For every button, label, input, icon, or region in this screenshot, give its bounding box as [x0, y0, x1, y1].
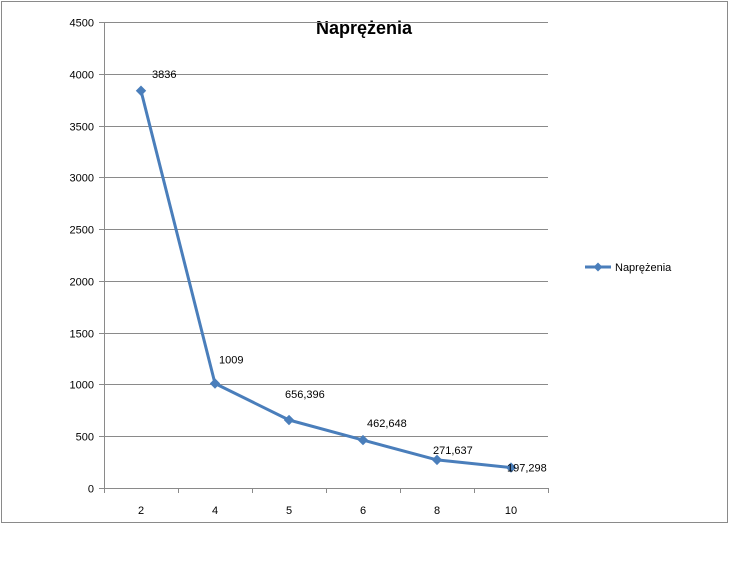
data-point-marker: [357, 434, 369, 446]
y-tick-label: 500: [76, 432, 94, 444]
y-tick-label: 2500: [70, 225, 94, 237]
series-naprezenia: [135, 85, 517, 473]
data-point-marker: [431, 454, 443, 466]
x-tick-label: 4: [212, 505, 218, 517]
data-point-marker: [135, 85, 147, 96]
series-line: [139, 90, 512, 470]
axes: 0 500 1000 1500 2000 2500 3000 3500 4000 4500 2 4 5 6…: [70, 18, 549, 517]
y-tick-label: 3000: [70, 173, 94, 185]
data-label: 3836: [152, 69, 176, 81]
y-tick-label: 1000: [70, 380, 94, 392]
x-tick-label: 5: [286, 505, 292, 517]
y-tick-label: 4000: [70, 70, 94, 82]
data-label: 462,648: [367, 418, 407, 430]
data-label: 1009: [219, 355, 243, 367]
x-tick-label: 2: [138, 505, 144, 517]
x-tick-label: 10: [505, 505, 517, 517]
legend-label: Naprężenia: [615, 262, 672, 274]
data-point-marker: [283, 414, 295, 426]
legend: Naprężenia: [585, 262, 672, 274]
y-tick-label: 4500: [70, 18, 94, 30]
y-tick-label: 1500: [70, 329, 94, 341]
data-label: 197,298: [507, 463, 547, 475]
data-label: 656,396: [285, 389, 325, 401]
y-tick-label: 2000: [70, 277, 94, 289]
data-labels: 3836 1009 656,396 462,648 271,637 197,298: [152, 69, 547, 475]
legend-marker: [593, 262, 603, 272]
data-point-marker: [505, 462, 517, 473]
chart-title: Naprężenia: [316, 18, 413, 38]
y-tick-label: 0: [88, 484, 94, 496]
gridlines: [104, 22, 548, 437]
data-point-marker: [209, 378, 221, 389]
y-tick-label: 3500: [70, 122, 94, 134]
x-tick-label: 6: [360, 505, 366, 517]
data-label: 271,637: [433, 445, 473, 457]
x-tick-label: 8: [434, 505, 440, 517]
